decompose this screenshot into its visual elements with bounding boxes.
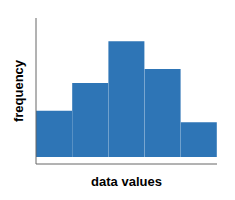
svg-text:frequency: frequency [11,59,26,122]
svg-text:data values: data values [91,174,162,189]
